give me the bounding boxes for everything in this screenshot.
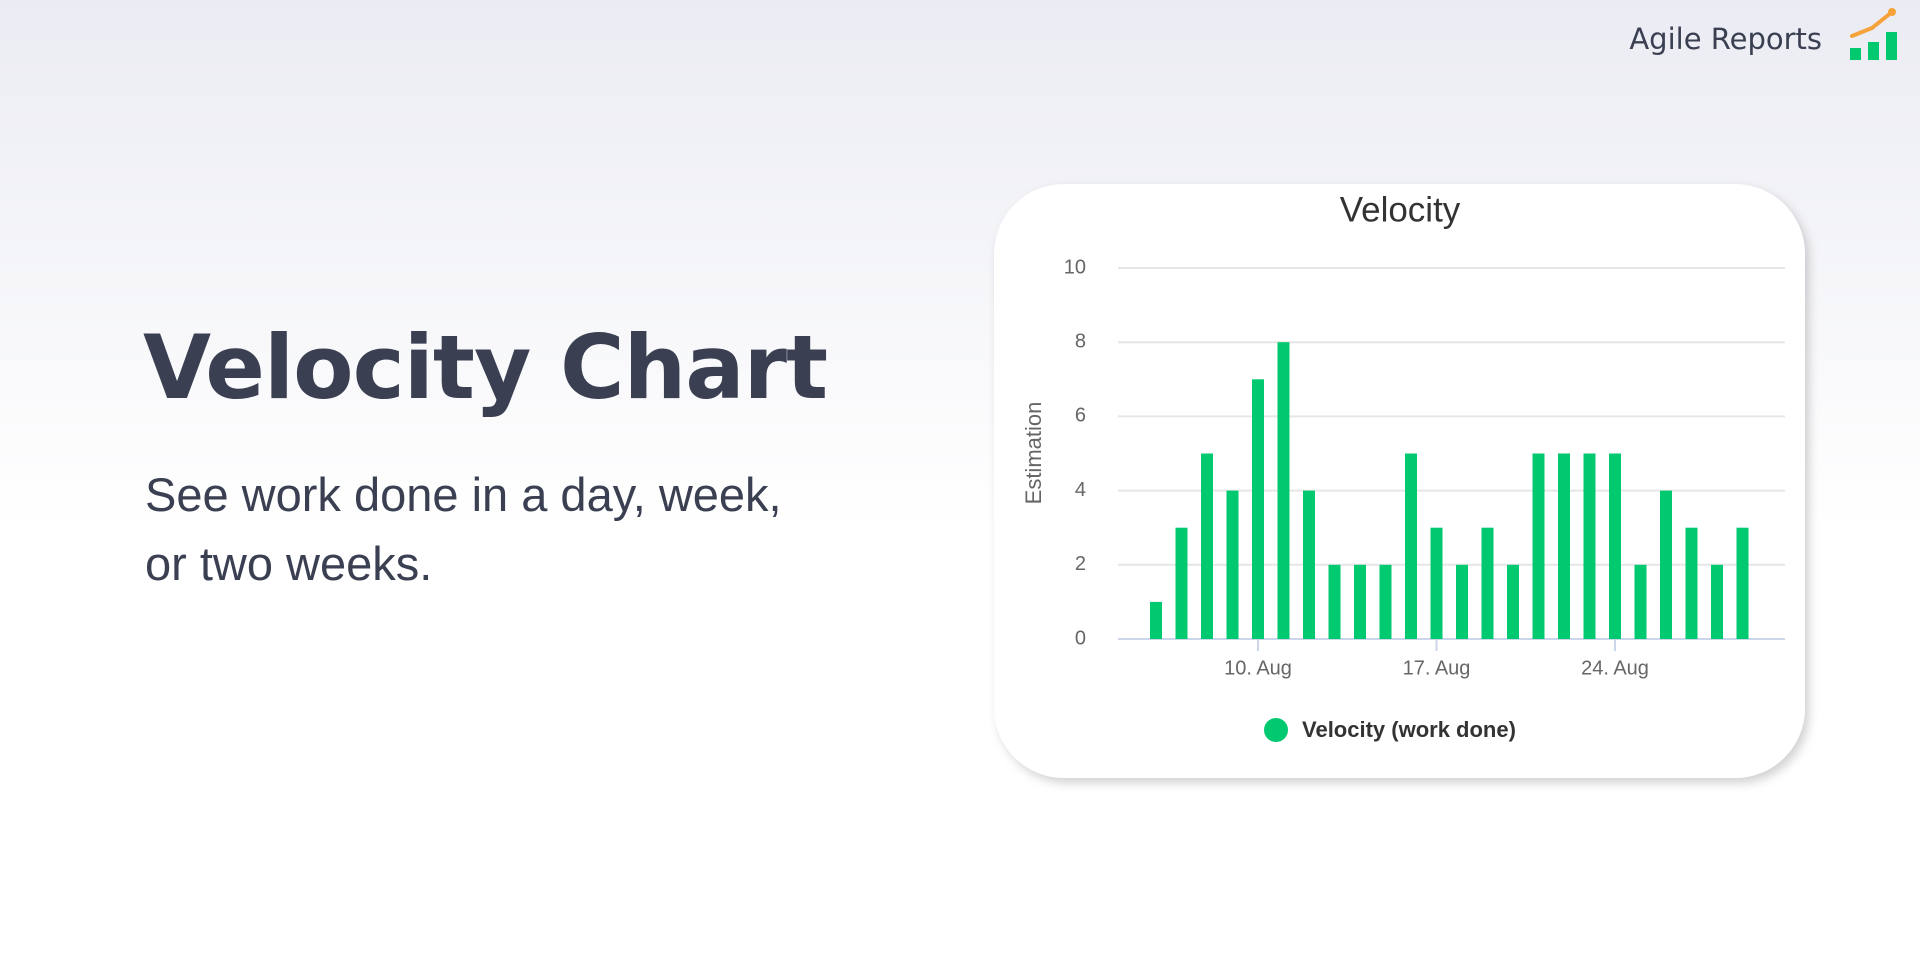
- bar: [1583, 453, 1596, 639]
- bar: [1456, 564, 1468, 639]
- legend-label: Velocity (work done): [1302, 717, 1516, 742]
- bar: [1226, 490, 1239, 639]
- bar: [1660, 490, 1672, 639]
- bar: [1175, 527, 1188, 639]
- y-tick-label: 2: [1075, 553, 1086, 575]
- bar: [1379, 564, 1392, 639]
- y-tick-label: 10: [1064, 256, 1086, 278]
- bar: [1609, 453, 1621, 639]
- bar: [1252, 379, 1264, 639]
- bar: [1328, 564, 1341, 639]
- y-tick-label: 6: [1075, 405, 1086, 427]
- y-tick-label: 0: [1075, 627, 1086, 649]
- bar: [1634, 564, 1647, 639]
- bar: [1481, 527, 1494, 639]
- bar: [1736, 527, 1749, 639]
- bar: [1303, 490, 1315, 639]
- bar: [1507, 564, 1519, 639]
- bar: [1532, 453, 1545, 639]
- y-tick-label: 4: [1075, 479, 1086, 501]
- bar: [1201, 453, 1213, 639]
- bar: [1277, 342, 1290, 639]
- hero-subtitle: See work done in a day, week, or two wee…: [145, 468, 782, 590]
- x-tick-label: 10. Aug: [1224, 657, 1292, 679]
- y-axis-label: Estimation: [1021, 402, 1046, 505]
- chart-card: [994, 184, 1805, 778]
- bar: [1685, 527, 1698, 639]
- bar: [1558, 453, 1570, 639]
- brand: Agile Reports: [1629, 22, 1822, 56]
- bar: [1711, 564, 1723, 639]
- y-tick-label: 8: [1075, 330, 1086, 352]
- bar: [1354, 564, 1366, 639]
- bar: [1150, 601, 1162, 639]
- bar: [1430, 527, 1443, 639]
- x-tick-label: 24. Aug: [1581, 657, 1649, 679]
- legend-marker: [1264, 718, 1288, 742]
- x-tick-label: 17. Aug: [1403, 657, 1471, 679]
- chart-title: Velocity: [1340, 190, 1461, 229]
- bar: [1405, 453, 1417, 639]
- hero-title: Velocity Chart: [143, 316, 828, 419]
- logo: [1850, 8, 1897, 60]
